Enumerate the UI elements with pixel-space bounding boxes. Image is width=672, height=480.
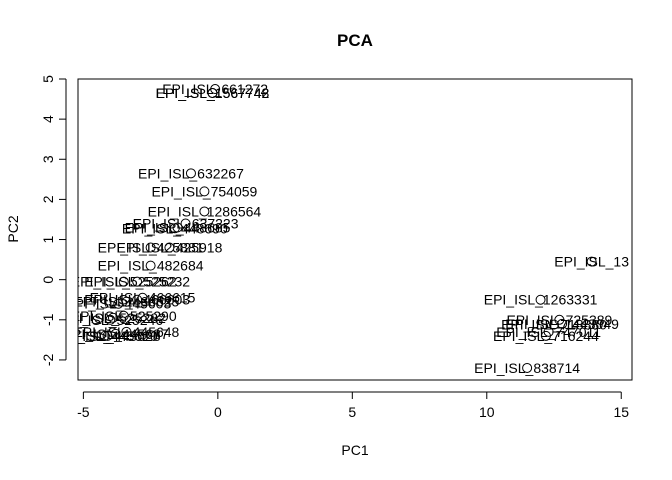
data-point <box>132 294 143 305</box>
point-label: EPI_ISL_525232 <box>84 274 190 290</box>
y-tick-label: 5 <box>40 75 56 83</box>
point-label: EPI_ISL_466615 <box>90 290 196 306</box>
data-point <box>105 314 116 325</box>
point-label: EPI_ISL_525282 <box>60 310 166 326</box>
y-axis-title: PC2 <box>5 215 21 242</box>
point-label: EPI_ISL_445628 <box>55 328 161 344</box>
point-label: EPI_ISL_838714 <box>474 360 580 376</box>
data-point <box>586 256 597 267</box>
point-label: EPI_ISL_718880 <box>501 317 607 333</box>
y-tick-label: 0 <box>40 276 56 284</box>
point-label: EPI_ISL_754059 <box>151 183 257 199</box>
point-label: EPI_ISL_482684 <box>98 258 204 274</box>
point-label: EPI_ISL_525262 <box>71 274 177 290</box>
data-point <box>185 168 196 179</box>
point-label: EPI_ISL_1443049 <box>505 316 619 332</box>
y-tick-label: 1 <box>40 235 56 243</box>
point-label: EPI_ISL_425918 <box>116 240 222 256</box>
point-label: EPI_ISL_1286564 <box>148 203 262 219</box>
data-point <box>199 186 210 197</box>
point-label: EPI_ISL_525246 <box>57 312 163 328</box>
y-tick-label: -2 <box>40 353 56 366</box>
data-point <box>535 294 546 305</box>
point-label: EPI_ISL_448690 <box>122 220 228 236</box>
x-axis-title: PC1 <box>341 442 368 458</box>
data-point <box>540 330 551 341</box>
point-label: EPI_ISL_1567742 <box>156 85 270 101</box>
chart-title: PCA <box>337 31 373 50</box>
data-point <box>113 298 124 309</box>
data-point <box>180 218 191 229</box>
plot-frame <box>77 78 633 381</box>
data-point <box>169 223 180 234</box>
y-axis: -2 -1 0 1 2 3 4 5 <box>40 75 67 366</box>
data-point <box>118 276 129 287</box>
point-label: EPI_ISL_716244 <box>493 328 599 344</box>
point-label: EPI_ISL_445603 <box>65 296 171 312</box>
point-label: EPI_ISL_425881 <box>98 240 204 256</box>
y-tick-label: 2 <box>40 195 56 203</box>
data-point <box>121 296 132 307</box>
data-point <box>137 292 148 303</box>
point-label: EPI_ISL_1567748 <box>156 85 270 101</box>
data-point <box>132 276 143 287</box>
point-label: EPI_ISL_525290 <box>71 308 177 324</box>
data-point <box>522 362 533 373</box>
point-label: EPI_ISL_466625 <box>73 294 179 310</box>
data-point <box>118 310 129 321</box>
data-points: EPI_ISL_661272EPI_ISL_1567742EPI_ISL_156… <box>52 81 629 376</box>
point-label: EPI_ISL_13 <box>554 254 629 270</box>
data-point <box>164 242 175 253</box>
point-label: EPI_ISL_448685 <box>125 219 231 235</box>
data-point <box>102 330 113 341</box>
x-tick-label: 5 <box>348 404 356 420</box>
data-point <box>549 319 560 330</box>
y-tick-label: 4 <box>40 115 56 123</box>
data-point <box>207 88 218 99</box>
point-label: EPI_ISL_637223 <box>133 215 239 231</box>
y-tick-label: -1 <box>40 313 56 326</box>
data-point <box>199 206 210 217</box>
point-label: EPI_ISL_632267 <box>138 165 244 181</box>
point-label: EPI_ISL_445620 <box>52 328 158 344</box>
x-tick-label: 15 <box>613 404 629 420</box>
y-tick-label: 3 <box>40 155 56 163</box>
point-label: EPI_ISL_466603 <box>84 292 190 308</box>
data-point <box>145 242 156 253</box>
data-point <box>557 318 568 329</box>
x-tick-label: -5 <box>77 404 90 420</box>
data-point <box>145 260 156 271</box>
data-point <box>107 312 118 323</box>
x-axis: -5 0 5 10 15 <box>77 391 629 420</box>
data-point <box>99 330 110 341</box>
data-point <box>110 328 121 339</box>
data-point <box>121 326 132 337</box>
x-tick-label: 10 <box>479 404 495 420</box>
point-label: EPI_ISL_1263331 <box>484 292 598 308</box>
x-tick-label: 0 <box>214 404 222 420</box>
